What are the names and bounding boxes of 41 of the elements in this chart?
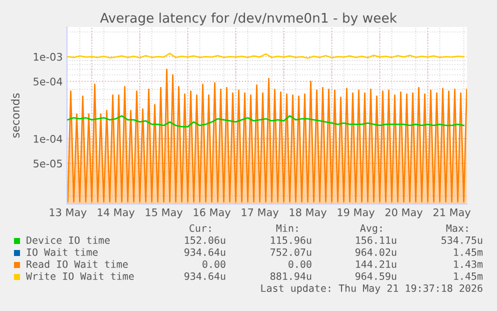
- text: Avg:: [360, 224, 382, 234]
- text: 934.64u: [184, 248, 226, 256]
- x-tick-label: 18 May: [290, 208, 327, 218]
- text: 0.00: [202, 260, 226, 268]
- chart-title: Average latency for /dev/nvme0n1 - by week: [100, 12, 397, 26]
- text: Min:: [276, 224, 298, 232]
- text: 881.94u: [270, 272, 312, 280]
- legend-label: Read IO Wait time: [26, 260, 128, 268]
- text: 1.43m: [454, 260, 483, 268]
- y-tick-label: 5e-04: [34, 78, 62, 86]
- text: 752.07u: [270, 248, 312, 256]
- text: 534.75u: [442, 236, 482, 244]
- text: 1.45m: [454, 272, 483, 280]
- x-tick-label: 21 May: [433, 208, 471, 218]
- legend-label: Device IO time: [26, 236, 110, 244]
- y-tick-label: 5e-05: [34, 160, 62, 168]
- legend-label: IO Wait time: [26, 248, 98, 256]
- text: 115.96u: [271, 236, 312, 244]
- text: Last update: Thu May 21 19:37:18 2026: [261, 284, 482, 294]
- text: 1.45m: [454, 248, 483, 256]
- y-axis-title: seconds: [10, 93, 20, 138]
- x-tick-label: 16 May: [194, 208, 231, 218]
- y-tick-label: 1e-04: [34, 134, 62, 143]
- text: 144.21u: [356, 260, 396, 268]
- text: Cur:: [190, 224, 211, 232]
- text: 152.06u: [185, 236, 226, 244]
- text: 964.02u: [355, 248, 396, 256]
- y-tick-label: 1e-03: [34, 52, 62, 61]
- x-tick-label: 19 May: [338, 208, 375, 218]
- line-series: [67, 115, 464, 128]
- text: 156.11u: [356, 236, 396, 244]
- text: 0.00: [288, 260, 312, 268]
- x-tick-label: 15 May: [146, 208, 183, 218]
- x-tick-label: 14 May: [98, 208, 135, 218]
- x-tick-label: 20 May: [385, 208, 423, 218]
- text: Max:: [446, 224, 468, 232]
- legend-label: Write IO Wait time: [26, 272, 134, 280]
- text: 964.59u: [355, 272, 396, 280]
- x-tick-label: 13 May: [50, 208, 87, 218]
- x-tick-label: 17 May: [242, 208, 279, 218]
- text: 934.64u: [184, 272, 226, 280]
